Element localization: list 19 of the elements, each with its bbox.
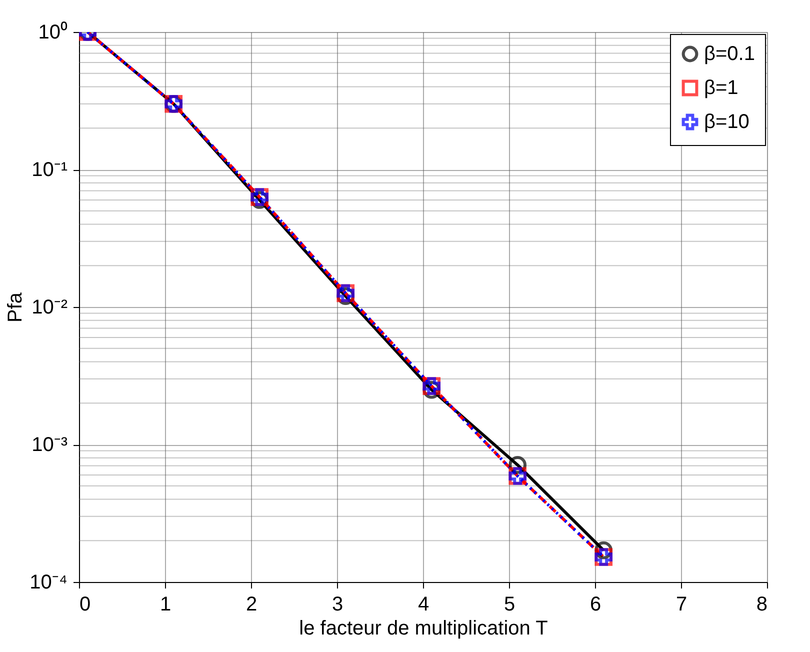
y-tick-label: 10⁻² [32, 296, 68, 318]
x-tick-label: 8 [756, 594, 768, 616]
y-tick-label: 10⁰ [38, 20, 68, 44]
x-tick-label: 2 [246, 594, 258, 616]
x-tick-label: 7 [676, 594, 688, 616]
y-tick-label: 10⁻³ [32, 434, 68, 456]
y-tick-label: 10⁻¹ [32, 159, 68, 181]
legend-label: β=1 [704, 77, 738, 99]
x-tick-label: 1 [160, 594, 172, 616]
legend-label: β=10 [704, 111, 750, 133]
x-tick-label: 5 [504, 594, 516, 616]
x-tick-label: 4 [418, 594, 430, 616]
y-tick-label: 10⁻⁴ [30, 572, 68, 594]
x-tick-label: 6 [590, 594, 602, 616]
y-axis-title: Pfa [4, 292, 27, 323]
x-tick-label: 0 [80, 594, 91, 616]
x-axis-title: le facteur de multiplication T [299, 618, 548, 640]
x-tick-label: 3 [332, 594, 344, 616]
legend-label: β=0.1 [704, 43, 755, 65]
